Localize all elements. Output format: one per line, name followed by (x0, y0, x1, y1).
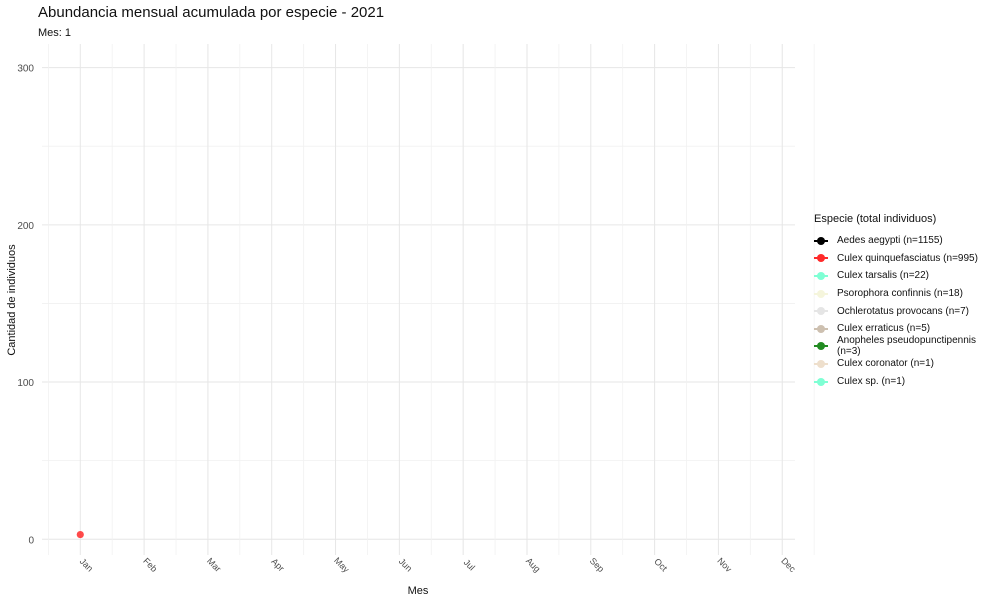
legend-item: Culex quinquefasciatus (n=995) (814, 250, 1000, 268)
legend-item: Culex tarsalis (n=22) (814, 267, 1000, 285)
legend-label: Anopheles pseudopunctipennis (n=3) (837, 335, 976, 358)
y-tick-label: 200 (17, 221, 34, 232)
x-tick-label: Mar (205, 556, 223, 574)
x-tick-label: Dec (779, 556, 798, 575)
legend-label: Culex quinquefasciatus (n=995) (837, 252, 978, 264)
chart-title: Abundancia mensual acumulada por especie… (38, 4, 385, 21)
x-tick-label: Nov (715, 556, 734, 575)
grid-lines (42, 44, 815, 555)
x-tick-label: Feb (141, 556, 159, 574)
legend-item: Ochlerotatus provocans (n=7) (814, 302, 1000, 320)
legend-title: Especie (total individuos) (814, 213, 937, 225)
legend-swatch (814, 359, 828, 369)
legend-swatch (814, 271, 828, 281)
legend-item: Culex sp. (n=1) (814, 373, 1000, 391)
x-tick-label: Jul (462, 557, 477, 572)
chart-subtitle: Mes: 1 (38, 27, 72, 39)
legend-swatch (814, 236, 828, 246)
legend-swatch (814, 377, 828, 387)
legend-swatch (814, 289, 828, 299)
x-tick-label: Sep (588, 556, 606, 574)
x-tick-label: Aug (524, 556, 542, 574)
legend-label: Culex coronator (n=1) (837, 358, 934, 370)
legend-item: Psorophora confinnis (n=18) (814, 285, 1000, 303)
legend-swatch (814, 341, 828, 351)
x-tick-labels: Jan Feb Mar Apr May Jun Jul Aug Sep Oct Nov Dec (78, 555, 798, 574)
legend-swatch (814, 324, 828, 334)
legend-swatch (814, 306, 828, 316)
series-marks (76, 530, 84, 539)
x-tick-label: Oct (652, 556, 669, 573)
legend-label: Culex tarsalis (n=22) (837, 270, 929, 282)
legend-label: Ochlerotatus provocans (n=7) (837, 305, 970, 317)
x-tick-label: Apr (269, 556, 286, 573)
y-tick-labels: 0 100 200 300 (17, 64, 34, 547)
x-tick-label: Jan (78, 556, 95, 573)
legend-label: Psorophora confinnis (n=18) (837, 288, 963, 300)
y-tick-label: 300 (17, 64, 34, 75)
legend-item: Culex erraticus (n=5) (814, 320, 1000, 338)
legend-label: Culex sp. (n=1) (837, 376, 906, 388)
x-axis-label: Mes (408, 585, 429, 597)
legend-items: Aedes aegypti (n=1155) Culex quinquefasci… (814, 232, 1000, 390)
x-tick-label: Jun (397, 556, 414, 573)
legend-label: Aedes aegypti (n=1155) (837, 235, 943, 247)
legend-swatch (814, 253, 828, 263)
y-tick-label: 0 (28, 535, 34, 546)
data-point (76, 530, 84, 539)
x-tick-label: May (332, 555, 351, 574)
legend-item: Aedes aegypti (n=1155) (814, 232, 1000, 250)
legend-item: Anopheles pseudopunctipennis (n=3) (814, 335, 1000, 358)
legend: Especie (total individuos) Aedes aegypti… (814, 213, 1000, 390)
y-tick-label: 100 (17, 378, 34, 389)
legend-label: Culex erraticus (n=5) (837, 323, 931, 335)
legend-item: Culex coronator (n=1) (814, 355, 1000, 373)
y-axis-label: Cantidad de individuos (6, 244, 18, 356)
